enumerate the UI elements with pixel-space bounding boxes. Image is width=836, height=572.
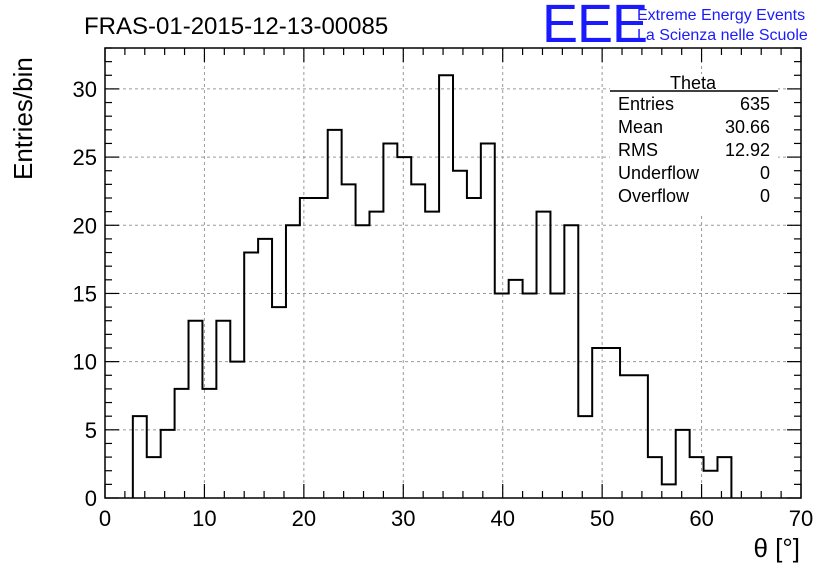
- axes: [104, 47, 802, 499]
- histogram-bin: [369, 212, 383, 498]
- y-tick-label: 5: [85, 418, 97, 443]
- histogram-bin: [411, 184, 425, 498]
- histogram-step-line: [131, 74, 733, 498]
- plot-frame: [104, 47, 802, 499]
- x-tick-label: 20: [292, 506, 316, 531]
- stats-row-label: RMS: [618, 140, 658, 160]
- x-tick-label: 50: [590, 506, 614, 531]
- histogram-bin: [216, 321, 230, 498]
- y-tick-label: 15: [73, 281, 97, 306]
- histogram-bin: [578, 416, 592, 498]
- histogram-bin: [425, 212, 439, 498]
- histogram-bin: [662, 484, 676, 498]
- logo-line2: La Scienza nelle Scuole: [637, 27, 808, 44]
- stats-row-label: Mean: [618, 117, 663, 137]
- histogram-bin: [606, 348, 620, 498]
- histogram-bin: [328, 130, 342, 498]
- y-tick-label: 20: [73, 213, 97, 238]
- x-tick-label: 70: [789, 506, 813, 531]
- histogram-bin: [314, 198, 328, 498]
- stats-row-value: 0: [760, 186, 770, 206]
- histogram-bin: [564, 225, 578, 498]
- stats-row-label: Entries: [618, 94, 674, 114]
- histogram-bin: [648, 457, 662, 498]
- histogram-bin: [300, 198, 314, 498]
- stats-rows: Entries 635 Mean 30.66 RMS 12.92 Underflow 0 Ove…: [618, 94, 770, 206]
- histogram-bin: [509, 280, 523, 498]
- stats-row-label: Underflow: [618, 163, 700, 183]
- x-tick-label: 60: [689, 506, 713, 531]
- histogram-bin: [537, 212, 551, 498]
- stats-box: Theta Entries 635 Mean 30.66 RMS 12.92 Underfl…: [610, 73, 778, 214]
- tick-labels: 0 10 20 30 40 50 60 70 0 5 10 15 20 25 30: [73, 77, 814, 531]
- histogram-bin: [453, 171, 467, 498]
- y-tick-label: 10: [73, 350, 97, 375]
- logo-mark: EEE: [542, 0, 647, 54]
- x-tick-label: 30: [391, 506, 415, 531]
- eee-logo: EEE Extreme Energy Events La Scienza nel…: [542, 0, 808, 54]
- histogram-bin: [175, 389, 189, 498]
- histogram-bin: [133, 416, 147, 498]
- histogram-bin: [495, 293, 509, 498]
- y-axis-label: Entries/bin: [8, 57, 38, 180]
- histogram-bin: [634, 375, 648, 498]
- histogram-bin: [244, 253, 258, 498]
- histogram-bin: [717, 457, 731, 498]
- histogram-bin: [383, 143, 397, 498]
- histogram-bin: [676, 430, 690, 498]
- histogram-bin: [704, 471, 718, 498]
- histogram-bin: [592, 348, 606, 498]
- y-tick-label: 30: [73, 77, 97, 102]
- histogram-bin: [258, 239, 272, 498]
- stats-box-title: Theta: [670, 73, 717, 93]
- histogram-bin: [523, 293, 537, 498]
- logo-line1: Extreme Energy Events: [637, 7, 805, 24]
- stats-row-value: 30.66: [725, 117, 770, 137]
- stats-row-value: 0: [760, 163, 770, 183]
- stats-box-background: [610, 74, 778, 214]
- histogram-bin: [161, 430, 175, 498]
- x-tick-label: 40: [490, 506, 514, 531]
- histogram-bin: [467, 198, 481, 498]
- histogram-bin: [342, 184, 356, 498]
- histogram-bin: [550, 293, 564, 498]
- stats-row-label: Overflow: [618, 186, 690, 206]
- x-tick-label: 0: [99, 506, 111, 531]
- histogram-bin: [439, 75, 453, 498]
- histogram-bin: [147, 457, 161, 498]
- histogram-bin: [481, 143, 495, 498]
- histogram-bin: [397, 157, 411, 498]
- stats-row-value: 12.92: [725, 140, 770, 160]
- x-axis-label: θ [°]: [753, 533, 800, 563]
- y-tick-label: 0: [85, 486, 97, 511]
- histogram-bin: [272, 307, 286, 498]
- histogram-bin: [620, 375, 634, 498]
- x-tick-label: 10: [192, 506, 216, 531]
- y-tick-label: 25: [73, 145, 97, 170]
- histogram-bin: [189, 321, 203, 498]
- stats-row-value: 635: [740, 94, 770, 114]
- chart-title: FRAS-01-2015-12-13-00085: [84, 13, 388, 40]
